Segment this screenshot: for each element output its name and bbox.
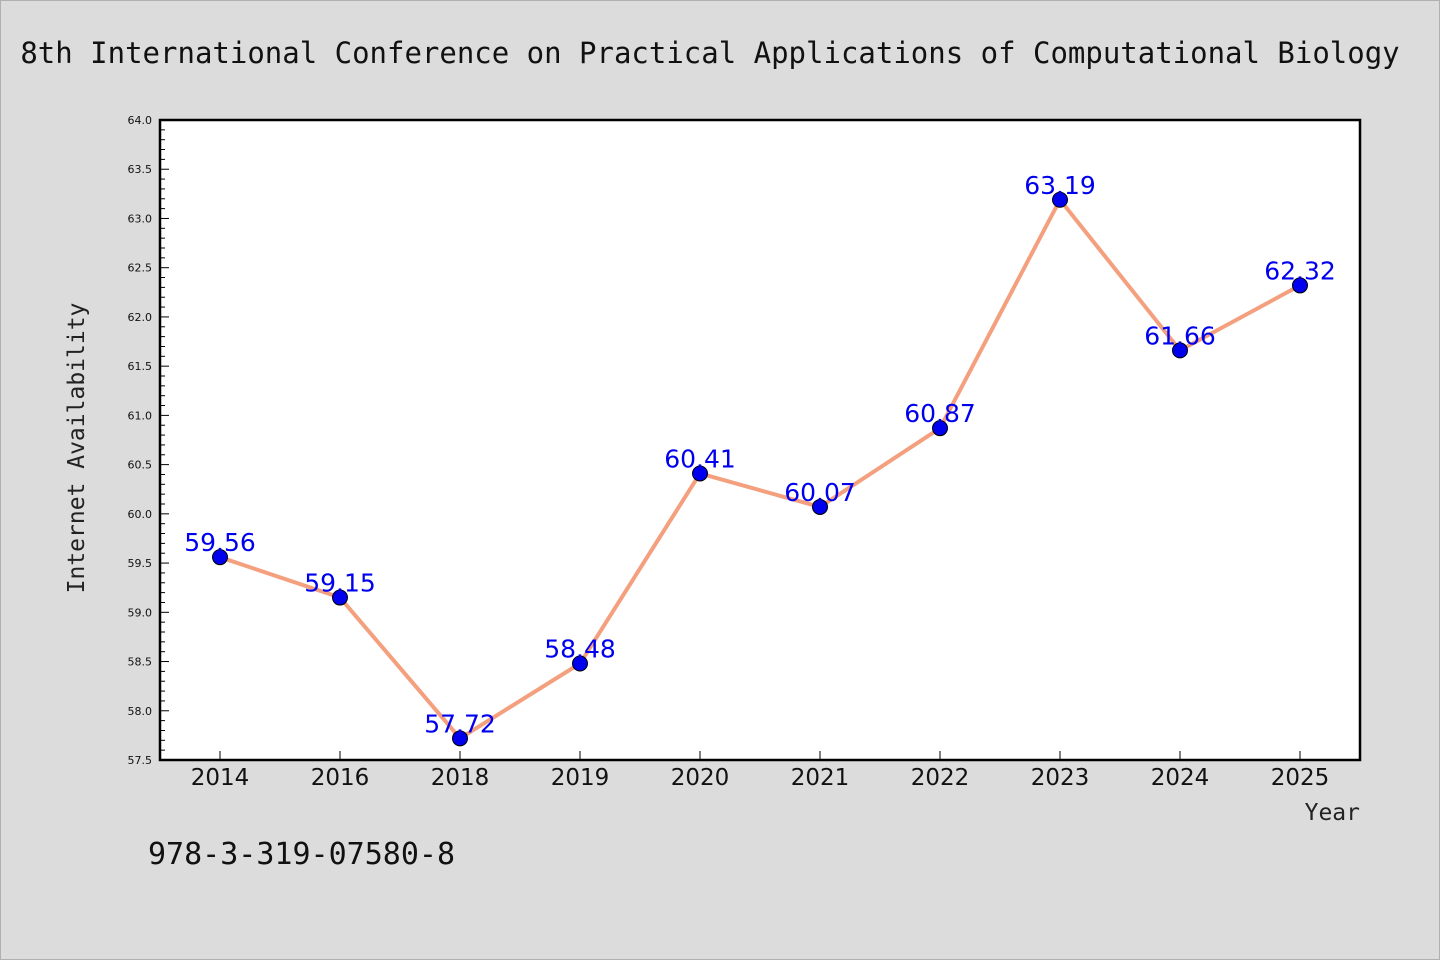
x-tick-label: 2014 [191,765,250,791]
data-value-label: 60.07 [784,478,856,507]
data-point-marker [692,465,708,482]
data-value-label: 57.72 [424,709,496,738]
x-tick-label: 2025 [1271,765,1330,791]
data-point-marker [332,589,348,606]
isbn-text: 978-3-319-07580-8 [148,837,455,872]
data-value-label: 60.87 [904,399,976,428]
y-tick-label: 63.5 [128,163,153,176]
y-tick-label: 61.5 [128,360,153,373]
data-point-marker [1052,191,1068,208]
x-tick-label: 2023 [1031,765,1090,791]
series-line [219,197,1301,741]
y-tick-label: 63.0 [128,212,153,225]
data-point-marker [452,730,468,747]
data-point-marker [812,498,828,515]
x-tick-label: 2022 [911,765,970,791]
data-value-label: 58.48 [544,635,616,664]
data-point-marker [932,420,948,437]
y-tick-label: 64.0 [128,114,153,127]
data-labels: 59.56 59.15 57.72 58.48 60.41 60.07 60.87 63.19… [184,171,1336,739]
x-tick-label: 2019 [551,765,610,791]
y-tick-label: 58.5 [128,656,153,669]
x-tick-label: 2024 [1151,765,1210,791]
x-tick-label: 2018 [431,765,490,791]
data-point-marker [1172,342,1188,359]
x-axis-label: Year [1305,800,1360,826]
y-tick-label: 59.5 [128,557,153,570]
data-value-label: 62.32 [1264,256,1336,285]
y-tick-label: 60.5 [128,459,153,472]
y-axis-label: Internet Availability [64,303,90,594]
data-value-label: 63.19 [1024,171,1096,200]
data-value-label: 61.66 [1144,321,1216,350]
series-group [212,191,1308,747]
data-point-marker [1292,277,1308,294]
y-tick-label: 62.0 [128,311,153,324]
y-tick-label: 59.0 [128,606,153,619]
data-value-label: 60.41 [664,444,736,473]
data-point-marker [212,549,228,566]
y-tick-label: 62.5 [128,262,153,275]
y-tick-label: 60.0 [128,508,153,521]
x-axis: 2014 2016 2018 2019 2020 2021 2022 2023 2024 2025 [191,751,1330,791]
plot-area [160,120,1360,760]
x-tick-label: 2020 [671,765,730,791]
data-point-marker [572,655,588,672]
data-value-label: 59.56 [184,528,256,557]
data-value-label: 59.15 [304,569,376,598]
y-tick-label: 57.5 [128,754,153,767]
plot-frame [158,118,1362,762]
y-tick-label: 58.0 [128,705,153,718]
y-tick-label: 61.0 [128,409,153,422]
x-tick-label: 2021 [791,765,850,791]
x-tick-label: 2016 [311,765,370,791]
y-axis: 57.5 58.0 58.5 59.0 59.5 60.0 60.5 61.0 61.5 62.0… [128,114,169,767]
chart-title: 8th International Conference on Practica… [20,36,1399,70]
